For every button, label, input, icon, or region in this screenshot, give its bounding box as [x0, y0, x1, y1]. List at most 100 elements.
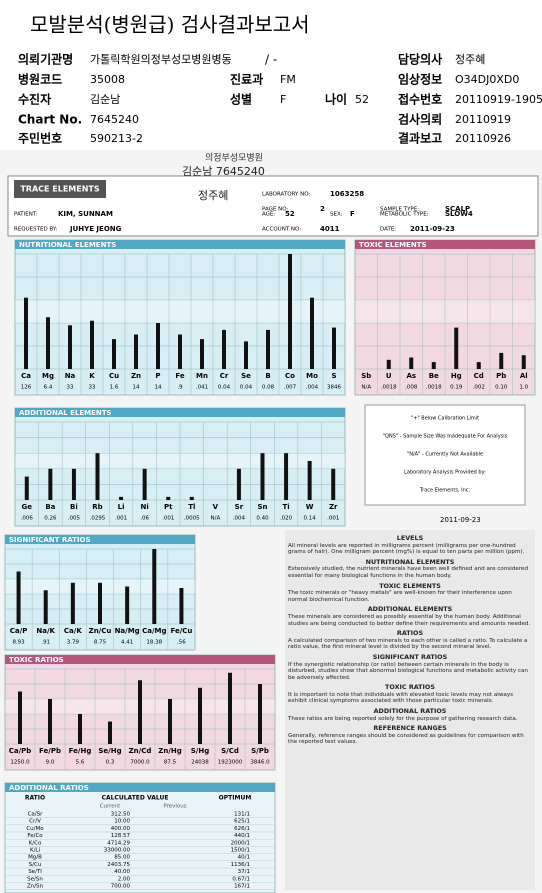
- element-label: Mn: [196, 372, 208, 380]
- bar: [71, 468, 76, 500]
- bar: [168, 699, 172, 744]
- table-cell: Mg/B: [28, 855, 42, 861]
- bar: [179, 588, 184, 624]
- table-cell: 2000/1: [231, 840, 250, 846]
- element-value: 3846.0: [250, 760, 270, 766]
- element-value: .006: [21, 516, 34, 522]
- element-value: 18.38: [146, 640, 162, 646]
- bar: [43, 590, 48, 624]
- bar: [228, 672, 232, 744]
- element-label: Fe/Hg: [69, 747, 92, 755]
- lab-value: KIM, SUNNAM: [58, 210, 113, 218]
- lab-label: SAMPLE TYPE:: [380, 207, 419, 213]
- field-value: 20110926: [455, 132, 511, 145]
- note-heading: ADDITIONAL ELEMENTS: [367, 605, 453, 614]
- bar: [307, 461, 312, 500]
- element-value: 4.41: [121, 640, 133, 646]
- bar: [260, 453, 265, 500]
- table-head: OPTIMUM: [219, 795, 252, 802]
- bar: [454, 327, 459, 369]
- panel-header: [355, 240, 535, 249]
- bar: [48, 468, 53, 500]
- report-date: 2011-09-23: [440, 516, 481, 524]
- note-heading: LEVELS: [396, 534, 424, 542]
- element-value: .91: [41, 640, 50, 646]
- bar: [332, 327, 336, 369]
- table-cell: 33000.00: [104, 848, 131, 854]
- panel-header: [15, 408, 345, 417]
- panel-title: TOXIC ELEMENTS: [359, 241, 427, 249]
- table-cell: 37/1: [238, 869, 250, 875]
- panel-title: ADDITIONAL ELEMENTS: [19, 409, 112, 417]
- element-label: Sn: [257, 503, 267, 511]
- element-value: 1.0: [519, 385, 528, 391]
- element-label: Ba: [45, 503, 55, 511]
- table-cell: 440/1: [234, 833, 250, 839]
- bar: [409, 357, 414, 369]
- field-value: 정주혜: [455, 53, 485, 66]
- element-value: .020: [280, 516, 293, 522]
- bar: [24, 476, 29, 500]
- element-value: 0.10: [495, 385, 508, 391]
- lab-value: 52: [285, 210, 295, 218]
- field-label: 결과보고: [398, 131, 442, 146]
- note-heading: SIGNIFICANT RATIOS: [372, 652, 448, 661]
- element-label: U: [386, 372, 392, 380]
- bar: [476, 362, 481, 369]
- handwriting: 김순남 7645240: [182, 165, 265, 178]
- lab-label: LABORATORY NO:: [262, 192, 311, 198]
- note-text: Extensively studied, the nutrient minera…: [288, 566, 529, 579]
- element-label: Ni: [141, 503, 149, 511]
- handwriting: 의정부성모병원: [205, 153, 263, 164]
- element-value: .007: [284, 385, 297, 391]
- element-value: 7000.0: [130, 760, 150, 766]
- bar: [258, 684, 262, 744]
- bar: [189, 496, 194, 500]
- note-heading: REFERENCE RANGES: [373, 724, 447, 733]
- handwriting: 정주혜: [198, 189, 228, 202]
- bar: [48, 699, 52, 744]
- element-label: Fe: [175, 372, 184, 380]
- element-label: Na/K: [36, 627, 55, 635]
- note-text: These minerals are considered as possibl…: [288, 613, 531, 627]
- element-value: .0295: [90, 516, 106, 522]
- element-label: Ca/Mg: [142, 627, 166, 635]
- field-label: 접수번호: [398, 92, 442, 107]
- field-value: 20110919: [455, 113, 511, 126]
- element-label: Rb: [92, 503, 102, 511]
- element-value: 1923000: [218, 760, 243, 766]
- element-label: Se: [241, 372, 251, 380]
- field-value: 590213-2: [90, 132, 143, 145]
- field-value: 20110919-19051: [455, 93, 542, 106]
- element-label: Mo: [306, 372, 318, 380]
- panel-title: SIGNIFICANT RATIOS: [9, 536, 91, 544]
- note-text: It is important to note that individuals…: [288, 691, 514, 705]
- bar: [134, 334, 138, 369]
- element-label: Al: [520, 372, 528, 380]
- element-value: 14: [133, 385, 140, 391]
- note-text: If the synergistic relationship (or rati…: [288, 661, 528, 681]
- legend-text: Laboratory Analysis Provided by:: [404, 470, 486, 476]
- lab-value: 1063258: [330, 190, 364, 198]
- element-value: 126: [21, 385, 32, 391]
- panel-title: TOXIC RATIOS: [9, 656, 64, 664]
- element-value: 5.6: [76, 760, 85, 766]
- table-head: RATIO: [25, 795, 45, 802]
- element-value: 1250.0: [10, 760, 30, 766]
- table-cell: 700.00: [111, 884, 131, 890]
- lab-label: PATIENT:: [14, 212, 38, 218]
- note-heading: RATIOS: [396, 629, 424, 638]
- element-label: Ca/Pb: [9, 747, 32, 755]
- element-label: W: [306, 503, 314, 511]
- element-value: .005: [68, 516, 81, 522]
- element-value: .004: [233, 516, 246, 522]
- bar: [222, 329, 226, 369]
- bar: [198, 687, 202, 744]
- table-cell: Zn/Sn: [27, 884, 44, 890]
- bar: [70, 582, 75, 624]
- bar: [200, 339, 204, 369]
- element-value: N/A: [210, 516, 220, 522]
- lab-value: SCALP: [445, 205, 470, 213]
